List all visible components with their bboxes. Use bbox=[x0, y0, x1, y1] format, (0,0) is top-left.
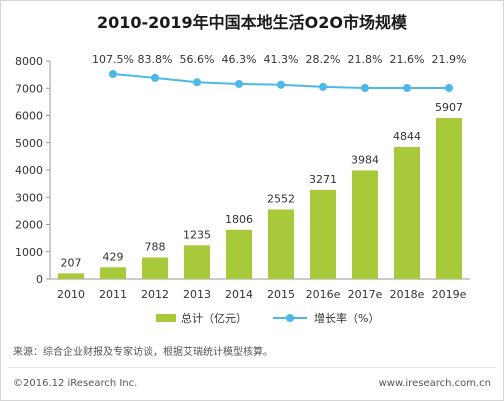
bar-value-label: 5907 bbox=[435, 101, 463, 114]
x-tick-label: 2014 bbox=[225, 288, 253, 301]
bar bbox=[268, 209, 294, 279]
x-tick-label: 2012 bbox=[141, 288, 169, 301]
x-tick-label: 2015 bbox=[267, 288, 295, 301]
bar bbox=[184, 245, 210, 279]
line-value-label: 46.3% bbox=[222, 53, 257, 66]
bar-value-label: 429 bbox=[103, 250, 124, 263]
x-tick-label: 2019e bbox=[432, 288, 467, 301]
line-point bbox=[193, 78, 201, 87]
bar-value-label: 207 bbox=[61, 256, 82, 269]
x-tick-label: 2011 bbox=[99, 288, 127, 301]
bar-value-label: 3984 bbox=[351, 153, 379, 166]
bar bbox=[100, 267, 126, 279]
legend-line-label: 增长率（%） bbox=[314, 311, 379, 325]
bar-value-label: 1806 bbox=[225, 213, 253, 226]
line-point bbox=[277, 80, 285, 89]
line-value-label: 83.8% bbox=[138, 53, 173, 66]
y-tick-label: 5000 bbox=[15, 137, 43, 150]
line-point bbox=[361, 83, 369, 92]
y-axis: 0 1000 2000 3000 4000 5000 6000 7000 8000 bbox=[15, 55, 51, 286]
line-point bbox=[109, 70, 117, 78]
bar-value-label: 788 bbox=[145, 241, 166, 254]
x-tick-label: 2017e bbox=[348, 288, 383, 301]
legend: 总计（亿元） 增长率（%） bbox=[156, 311, 379, 325]
y-tick-label: 6000 bbox=[15, 110, 43, 123]
line-point bbox=[235, 79, 243, 88]
line-value-label: 21.6% bbox=[390, 53, 425, 66]
line-value-label: 21.8% bbox=[348, 53, 383, 66]
bar-value-label: 2552 bbox=[267, 192, 295, 205]
bar-value-label: 1235 bbox=[183, 228, 211, 241]
chart-title: 2010-2019年中国本地生活O2O市场规模 bbox=[96, 13, 408, 32]
y-tick-label: 2000 bbox=[15, 219, 43, 232]
bar-data-labels: 207 429 788 1235 1806 2552 3271 3984 4844 5907 bbox=[61, 101, 464, 269]
y-tick-label: 0 bbox=[36, 273, 43, 286]
legend-line-marker bbox=[286, 314, 294, 322]
bar bbox=[436, 118, 462, 280]
x-tick-label: 2016e bbox=[306, 288, 341, 301]
line-value-label: 56.6% bbox=[180, 53, 215, 66]
x-tick-label: 2013 bbox=[183, 288, 211, 301]
website-text: www.iresearch.com.cn bbox=[378, 378, 491, 389]
bar bbox=[58, 273, 84, 279]
line-point bbox=[319, 82, 327, 91]
line-value-label: 21.9% bbox=[432, 53, 467, 66]
x-tick-label: 2018e bbox=[390, 288, 425, 301]
legend-bar-label: 总计（亿元） bbox=[181, 311, 247, 325]
line-series bbox=[109, 70, 453, 92]
y-tick-label: 8000 bbox=[15, 55, 43, 68]
line-value-label: 107.5% bbox=[92, 53, 134, 66]
y-tick-label: 4000 bbox=[15, 164, 43, 177]
bar bbox=[310, 189, 336, 279]
y-tick-label: 3000 bbox=[15, 191, 43, 204]
line-point bbox=[403, 84, 411, 92]
bar bbox=[226, 229, 252, 279]
x-tick-label: 2010 bbox=[57, 288, 85, 301]
line-data-labels: 107.5% 83.8% 56.6% 46.3% 41.3% 28.2% 21.8% 21.6… bbox=[92, 53, 466, 66]
x-axis: 2010 2011 2012 2013 2014 2015 2016e 2017e 2018e 2… bbox=[50, 278, 470, 301]
bar bbox=[142, 257, 168, 279]
line-value-label: 28.2% bbox=[306, 53, 341, 66]
legend-bar-swatch bbox=[156, 314, 176, 322]
line-value-label: 41.3% bbox=[264, 53, 299, 66]
bar-value-label: 4844 bbox=[393, 130, 421, 143]
bar-series bbox=[58, 118, 462, 280]
copyright-text: ©2016.12 iResearch Inc. bbox=[13, 378, 138, 389]
footer-divider bbox=[8, 367, 496, 368]
bar bbox=[352, 170, 378, 279]
source-note: 来源：综合企业财报及专家访谈，根据艾瑞统计模型核算。 bbox=[13, 347, 273, 358]
y-tick-label: 7000 bbox=[15, 82, 43, 95]
bar-value-label: 3271 bbox=[309, 173, 337, 186]
line-point bbox=[151, 73, 159, 82]
y-tick-label: 1000 bbox=[15, 246, 43, 259]
bar bbox=[394, 147, 420, 279]
line-point bbox=[445, 83, 453, 92]
